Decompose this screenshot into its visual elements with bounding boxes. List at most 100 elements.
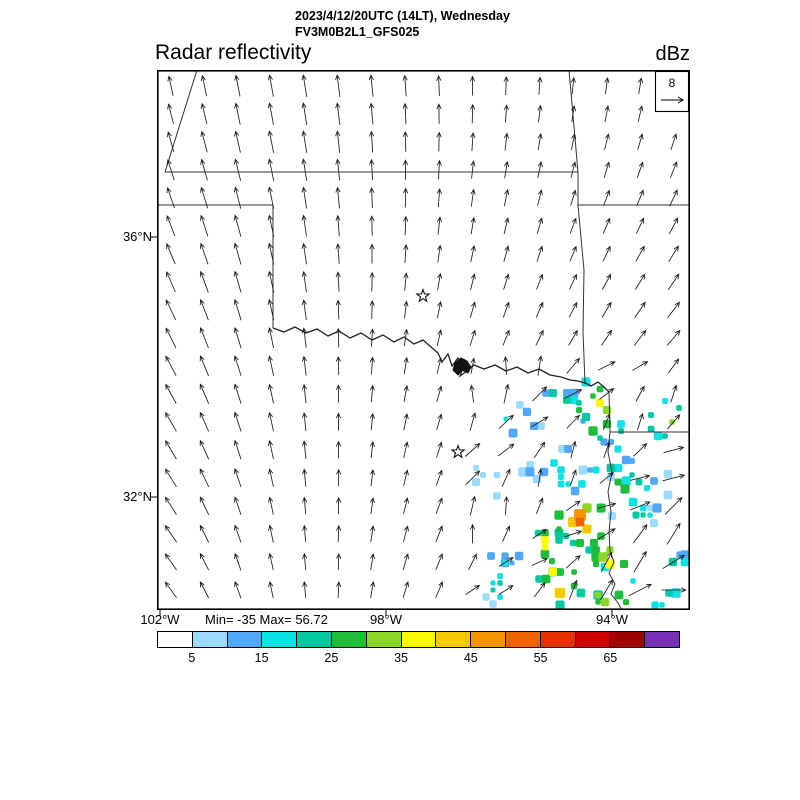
wind-arrow-icon	[437, 244, 443, 263]
radar-echo-cell	[669, 419, 675, 425]
radar-echo-cell	[651, 601, 659, 609]
wind-arrow-icon	[435, 553, 443, 571]
radar-echo-cell	[620, 484, 630, 494]
wind-arrow-icon	[502, 525, 511, 542]
wind-arrow-icon	[537, 355, 543, 376]
wind-arrow-icon	[403, 328, 409, 347]
radar-echo-cell	[576, 400, 582, 406]
wind-arrow-icon	[233, 326, 242, 349]
wind-arrow-icon	[234, 74, 241, 97]
wind-arrow-icon	[301, 74, 308, 97]
wind-arrow-icon	[666, 329, 681, 346]
radar-echo-cell	[556, 526, 562, 532]
wind-arrow-icon	[533, 582, 546, 598]
lon-tick-label: 94°W	[596, 612, 628, 627]
wind-arrow-icon	[403, 497, 409, 514]
wind-arrow-icon	[435, 469, 443, 486]
wind-arrow-icon	[633, 442, 648, 457]
wind-arrow-icon	[335, 356, 341, 376]
wind-arrow-icon	[670, 133, 678, 151]
wind-arrow-icon	[199, 242, 209, 265]
wind-arrow-icon	[435, 497, 443, 514]
wind-arrow-icon	[166, 214, 176, 237]
map-plot: 8	[150, 69, 691, 616]
wind-arrow-icon	[599, 387, 615, 400]
wind-arrow-icon	[597, 361, 616, 371]
wind-arrow-icon	[301, 242, 307, 265]
wind-arrow-icon	[436, 159, 442, 180]
wind-arrow-icon	[369, 384, 375, 403]
wind-arrow-icon	[536, 497, 544, 514]
wind-arrow-icon	[669, 161, 678, 179]
wind-arrow-icon	[301, 327, 307, 348]
wind-arrow-icon	[531, 558, 549, 566]
wind-arrow-icon	[636, 412, 644, 431]
reference-arrow-icon	[661, 96, 684, 104]
radar-echo-cell	[548, 567, 558, 577]
radar-echo-cell	[557, 466, 565, 474]
wind-arrow-icon	[403, 441, 409, 458]
colorbar	[157, 631, 680, 648]
wind-arrow-icon	[370, 581, 376, 599]
wind-arrow-icon	[469, 412, 477, 432]
wind-arrow-icon	[233, 270, 242, 293]
wind-arrow-icon	[403, 243, 409, 264]
wind-arrow-icon	[497, 443, 515, 457]
radar-echo-cell	[557, 480, 565, 488]
radar-echo-cell	[614, 478, 622, 486]
radar-echo-cell	[535, 575, 543, 583]
wind-arrow-icon	[635, 217, 645, 234]
wind-arrow-icon	[568, 329, 578, 346]
wind-arrow-icon	[166, 187, 175, 209]
wind-arrow-icon	[335, 243, 341, 264]
wind-arrow-icon	[537, 161, 543, 179]
wind-arrow-icon	[568, 579, 578, 600]
radar-echo-cell	[594, 591, 602, 599]
wind-arrow-icon	[664, 496, 683, 515]
wind-arrow-icon	[268, 524, 274, 543]
wind-arrow-icon	[468, 553, 477, 570]
wind-arrow-icon	[469, 301, 476, 318]
wind-arrow-icon	[503, 104, 509, 123]
wind-arrow-icon	[599, 471, 614, 484]
wind-arrow-icon	[633, 550, 647, 573]
radar-echo-cell	[537, 422, 545, 430]
wind-arrow-icon	[564, 389, 583, 399]
wind-arrow-icon	[267, 298, 275, 321]
radar-echo-cell	[514, 551, 524, 561]
radar-echoes	[472, 377, 690, 610]
wind-arrow-icon	[267, 74, 274, 97]
units-label: dBz	[655, 43, 690, 65]
wind-arrow-icon	[630, 474, 651, 481]
radar-echo-cell	[593, 561, 599, 567]
wind-arrow-icon	[498, 414, 514, 430]
wind-arrow-icon	[165, 440, 177, 460]
radar-echo-cell	[549, 558, 556, 565]
wind-arrow-icon	[369, 243, 375, 264]
wind-arrow-icon	[666, 414, 681, 430]
wind-arrow-icon	[661, 587, 687, 593]
lon-tick-label: 98°W	[370, 612, 402, 627]
wind-arrow-icon	[200, 158, 208, 181]
wind-arrow-icon	[635, 385, 645, 402]
radar-echo-cell	[628, 497, 638, 507]
wind-arrow-icon	[199, 581, 210, 599]
wind-arrow-icon	[470, 216, 476, 235]
wind-arrow-icon	[469, 75, 476, 96]
colorbar-segment	[609, 632, 645, 647]
wind-arrow-icon	[571, 105, 577, 123]
minmax-label: Min= -35 Max= 56.72	[205, 612, 328, 627]
radar-echo-cell	[639, 504, 647, 512]
radar-echo-cell	[576, 539, 584, 547]
radar-echo-cell	[558, 445, 566, 453]
wind-arrow-icon	[469, 329, 477, 346]
wind-arrow-icon	[301, 299, 307, 320]
wind-vectors	[164, 74, 687, 601]
wind-arrow-icon	[301, 102, 308, 125]
wind-arrow-icon	[301, 355, 307, 376]
wind-arrow-icon	[233, 186, 242, 209]
radar-echo-cell	[585, 546, 593, 554]
radar-echo-cell	[578, 465, 588, 475]
plot-frame	[157, 70, 691, 611]
radar-echo-cell	[489, 600, 497, 608]
